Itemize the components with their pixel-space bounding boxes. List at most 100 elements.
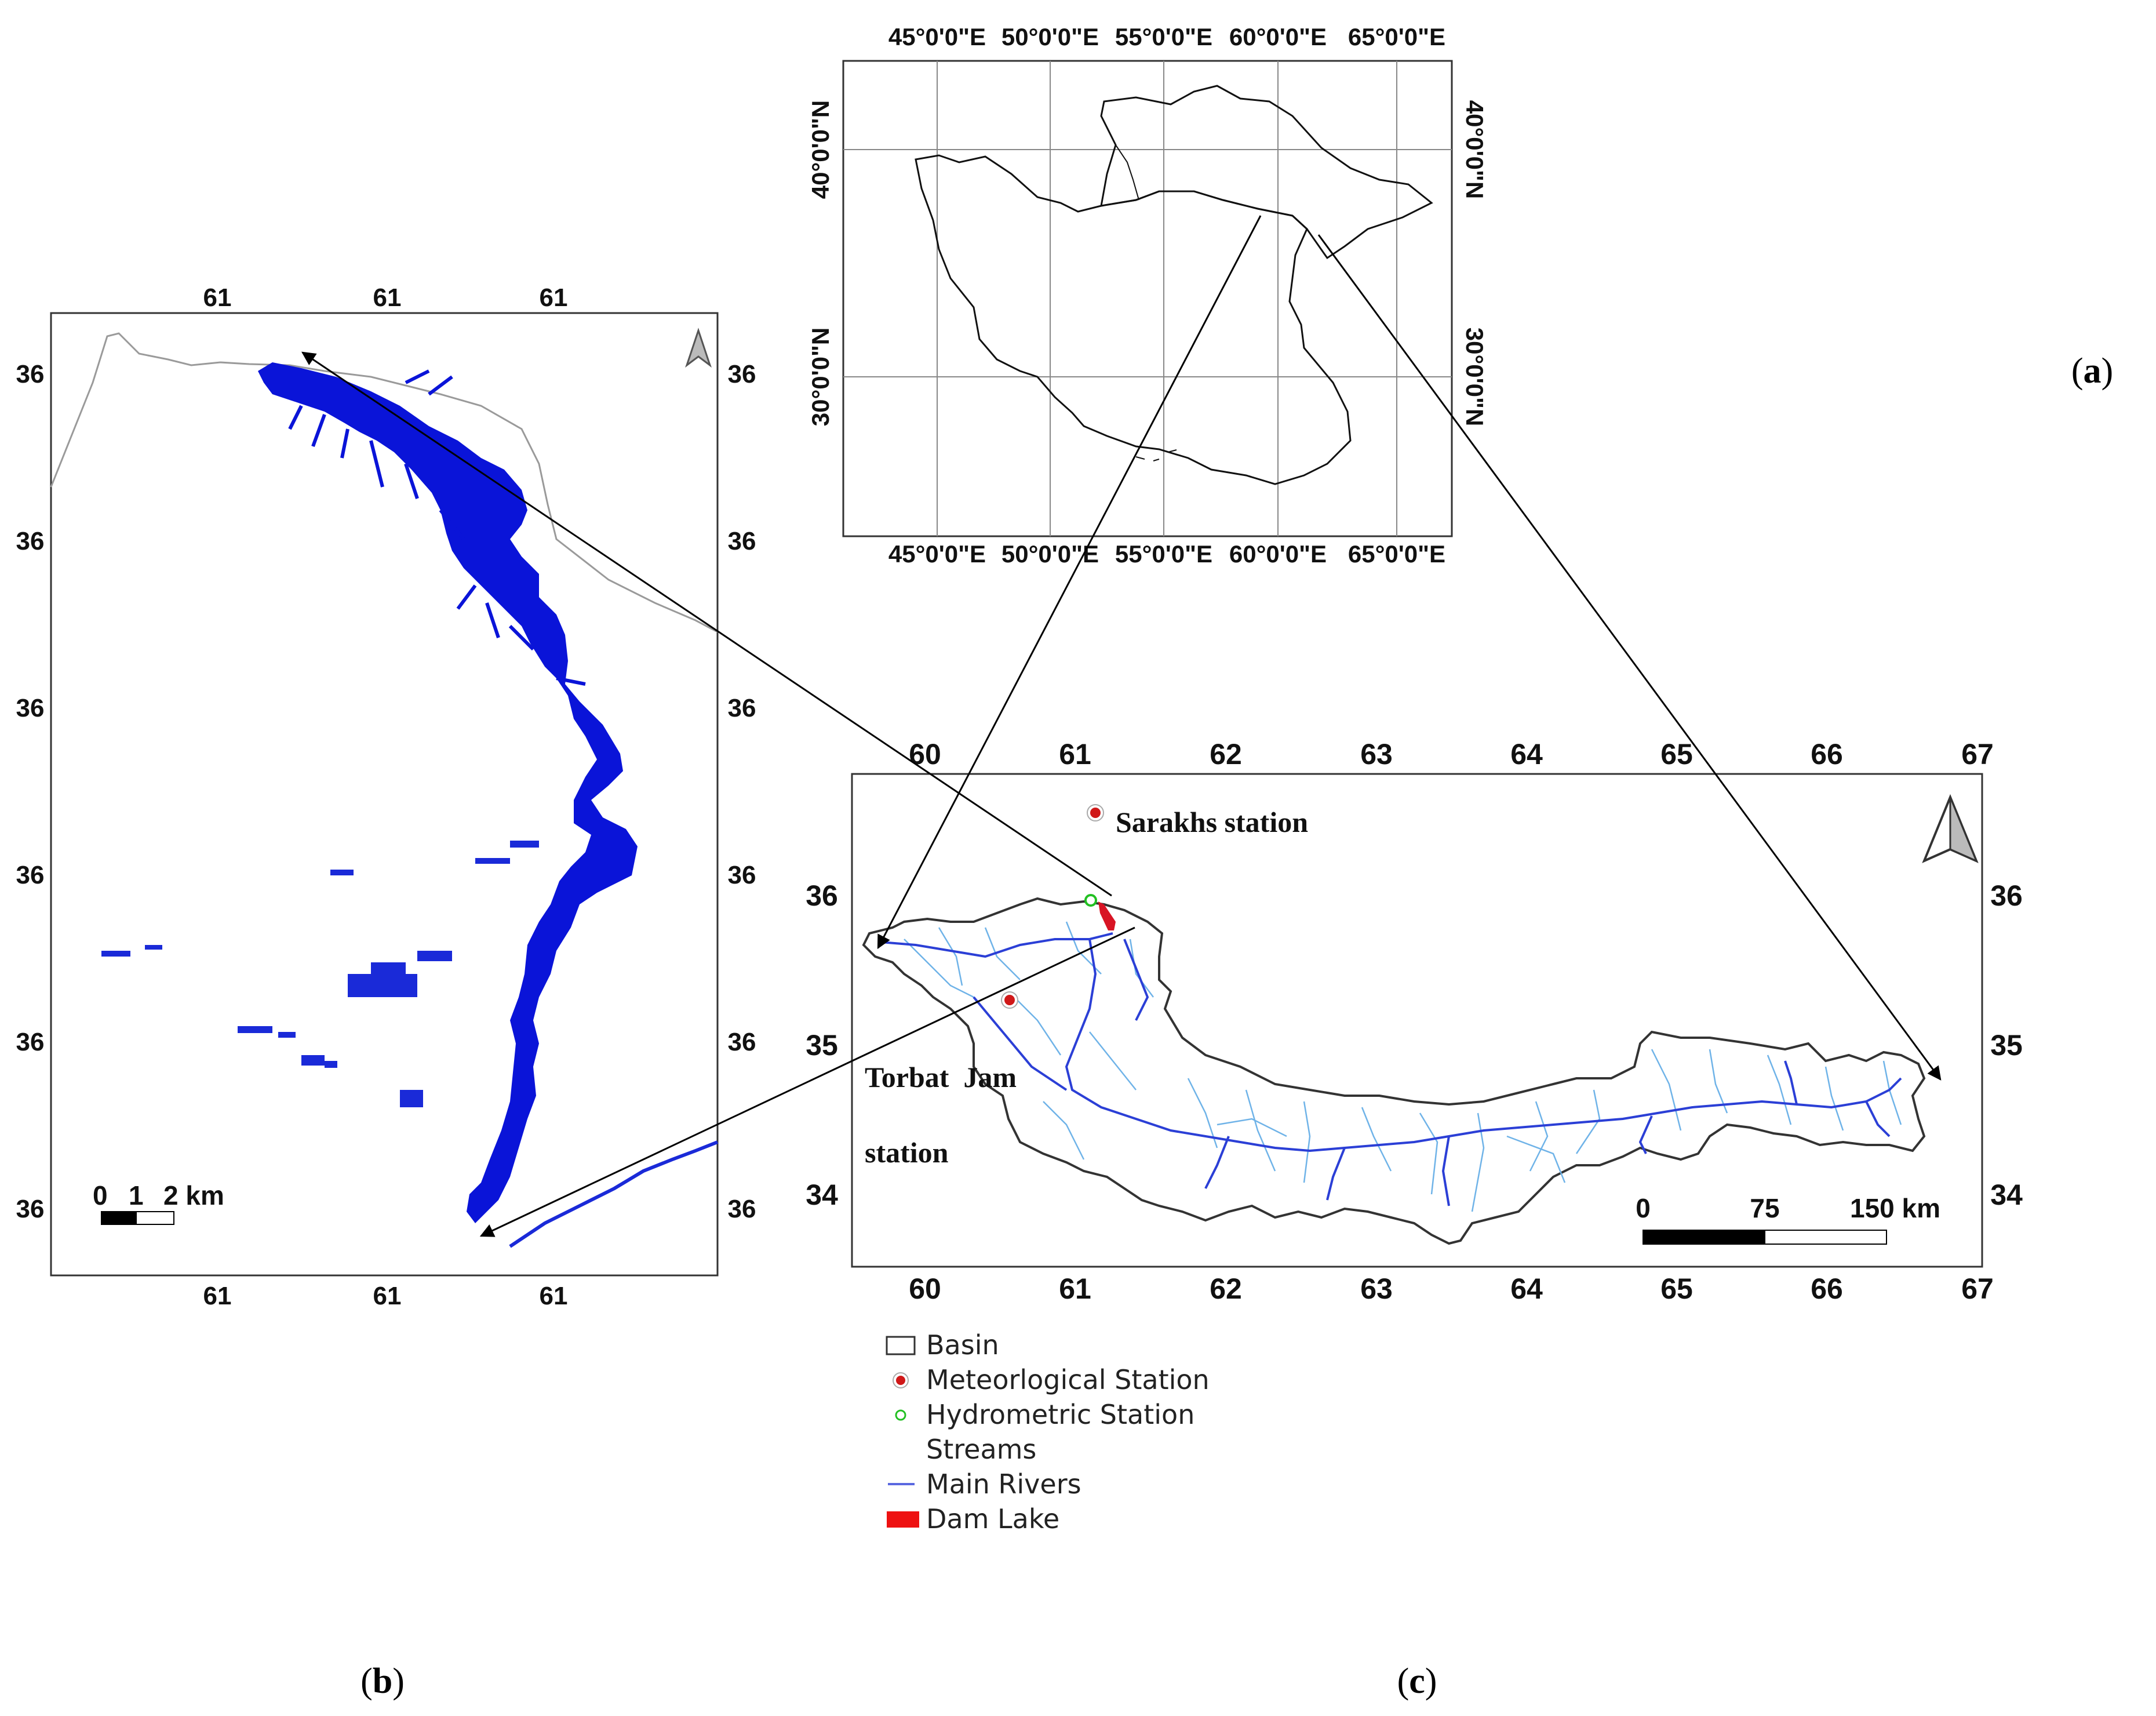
y-tick-left: 36 bbox=[16, 861, 45, 889]
x-tick-bottom: 60 bbox=[909, 1273, 941, 1305]
map-b-x-ticks-bottom: 61 61 61 bbox=[203, 1282, 568, 1310]
legend-item: Dam Lake bbox=[926, 1503, 1059, 1535]
y-tick-right: 36 bbox=[728, 360, 756, 388]
lon-tick-bottom: 65°0'0"E bbox=[1348, 540, 1445, 568]
map-c-x-ticks-bottom: 60 61 62 63 64 65 66 67 bbox=[909, 1273, 1994, 1305]
arrow-a-to-c-east bbox=[1317, 234, 1942, 1081]
x-tick-bottom: 62 bbox=[1210, 1273, 1242, 1305]
lon-tick-top: 60°0'0"E bbox=[1229, 23, 1327, 50]
map-a-frame bbox=[842, 60, 1453, 537]
hydrometric-station-marker bbox=[1084, 894, 1097, 907]
torbat-jam-station-label-line1: Torbat Jam bbox=[865, 1061, 1017, 1093]
map-b-x-ticks-top: 61 61 61 bbox=[203, 283, 568, 312]
scattered-water-pixels bbox=[101, 841, 539, 1107]
y-tick-right: 35 bbox=[1990, 1029, 2023, 1061]
map-a-lon-ticks-bottom: 45°0'0"E 50°0'0"E 55°0'0"E 60°0'0"E 65°0… bbox=[888, 540, 1445, 568]
x-tick-bottom: 61 bbox=[1059, 1273, 1091, 1305]
x-tick-bottom: 61 bbox=[203, 1282, 232, 1310]
map-a-lat-ticks-right: 40°0'0"N 30°0'0"N bbox=[1461, 100, 1488, 426]
lat-tick-left: 40°0'0"N bbox=[807, 100, 834, 199]
x-tick-bottom: 65 bbox=[1660, 1273, 1693, 1305]
border-line bbox=[50, 332, 718, 633]
legend-item: Streams bbox=[926, 1434, 1036, 1465]
map-b-frame bbox=[50, 312, 719, 1277]
x-tick-top: 63 bbox=[1360, 738, 1393, 770]
y-tick-left: 36 bbox=[16, 527, 45, 555]
x-tick-top: 61 bbox=[203, 283, 232, 312]
map-c: Sarakhs station Torbat Jam station 0 75 … bbox=[806, 738, 2023, 1305]
panel-label-b: (b) bbox=[360, 1662, 405, 1701]
panel-label-a: (a) bbox=[2071, 351, 2113, 391]
map-a-lat-ticks-left: 40°0'0"N 30°0'0"N bbox=[807, 100, 834, 426]
x-tick-top: 66 bbox=[1811, 738, 1843, 770]
streams bbox=[904, 921, 1902, 1212]
torbat-jam-station-marker bbox=[1001, 991, 1018, 1009]
y-tick-left: 36 bbox=[16, 694, 45, 722]
map-b: 0 1 2 km 61 61 61 61 61 61 36 36 36 36 3… bbox=[16, 283, 756, 1310]
lon-tick-top: 65°0'0"E bbox=[1348, 23, 1445, 50]
north-arrow-icon bbox=[1922, 794, 1979, 863]
dam-lake-water bbox=[258, 362, 638, 1223]
legend-item: Hydrometric Station bbox=[926, 1399, 1194, 1430]
map-c-x-ticks-top: 60 61 62 63 64 65 66 67 bbox=[909, 738, 1994, 770]
x-tick-bottom: 61 bbox=[540, 1282, 568, 1310]
x-tick-top: 65 bbox=[1660, 738, 1693, 770]
panel-label-c: (c) bbox=[1397, 1662, 1437, 1701]
map-c-scale-bar: 0 75 150 km bbox=[1636, 1193, 1940, 1245]
y-tick-left: 36 bbox=[16, 1028, 45, 1056]
x-tick-top: 60 bbox=[909, 738, 941, 770]
legend: Basin Meteorlogical Station Hydrometric … bbox=[886, 1329, 1210, 1535]
legend-item: Meteorlogical Station bbox=[926, 1364, 1210, 1395]
x-tick-bottom: 61 bbox=[373, 1282, 402, 1310]
legend-basin-swatch bbox=[886, 1336, 916, 1355]
scale-label: 1 bbox=[129, 1180, 144, 1210]
y-tick-left: 36 bbox=[16, 360, 45, 388]
lon-tick-bottom: 55°0'0"E bbox=[1115, 540, 1212, 568]
y-tick-left: 36 bbox=[806, 879, 838, 912]
y-tick-right: 36 bbox=[1990, 879, 2023, 912]
x-tick-top: 61 bbox=[1059, 738, 1091, 770]
sarakhs-station-label: Sarakhs station bbox=[1116, 806, 1308, 838]
legend-item: Main Rivers bbox=[926, 1468, 1081, 1500]
sarakhs-station-marker bbox=[1087, 804, 1104, 821]
scale-label: 0 bbox=[93, 1180, 108, 1210]
map-c-y-ticks-left: 36 35 34 bbox=[806, 879, 838, 1211]
lon-tick-bottom: 45°0'0"E bbox=[888, 540, 986, 568]
lat-tick-right: 30°0'0"N bbox=[1461, 328, 1488, 426]
torbat-jam-station-label-line2: station bbox=[865, 1136, 949, 1169]
scale-label: 2 km bbox=[163, 1180, 224, 1210]
lon-tick-bottom: 60°0'0"E bbox=[1229, 540, 1327, 568]
legend-met-swatch-dot bbox=[896, 1376, 905, 1385]
lake-inlets bbox=[288, 369, 586, 686]
gulf-islands bbox=[1135, 449, 1177, 461]
lon-tick-top: 45°0'0"E bbox=[888, 23, 986, 50]
arrow-c-to-b-bottom bbox=[479, 926, 1135, 1237]
turkmenistan-outline bbox=[1100, 85, 1433, 260]
y-tick-right: 36 bbox=[728, 694, 756, 722]
lat-tick-left: 30°0'0"N bbox=[807, 328, 834, 426]
y-tick-left: 34 bbox=[806, 1179, 838, 1211]
map-b-scale-bar: 0 1 2 km bbox=[93, 1180, 224, 1225]
map-b-y-ticks-right: 36 36 36 36 36 36 bbox=[728, 360, 756, 1223]
x-tick-top: 61 bbox=[540, 283, 568, 312]
arrow-a-to-c-west bbox=[877, 215, 1262, 950]
x-tick-top: 61 bbox=[373, 283, 402, 312]
x-tick-bottom: 64 bbox=[1510, 1273, 1543, 1305]
x-tick-top: 67 bbox=[1961, 738, 1994, 770]
y-tick-left: 36 bbox=[16, 1195, 45, 1223]
caspian-coast bbox=[1115, 144, 1139, 201]
y-tick-right: 36 bbox=[728, 1028, 756, 1056]
lat-tick-right: 40°0'0"N bbox=[1461, 100, 1488, 199]
connector-arrows bbox=[301, 215, 1942, 1237]
dam-lake bbox=[1098, 901, 1116, 930]
map-c-y-ticks-right: 36 35 34 bbox=[1990, 879, 2023, 1211]
x-tick-bottom: 67 bbox=[1961, 1273, 1994, 1305]
arrow-c-to-b-top bbox=[301, 351, 1112, 897]
legend-hydro-swatch bbox=[895, 1409, 906, 1421]
scale-label: 75 bbox=[1750, 1193, 1779, 1223]
lon-tick-top: 55°0'0"E bbox=[1115, 23, 1212, 50]
iran-outline bbox=[915, 154, 1352, 485]
legend-item: Basin bbox=[926, 1329, 999, 1361]
y-tick-right: 34 bbox=[1990, 1179, 2023, 1211]
